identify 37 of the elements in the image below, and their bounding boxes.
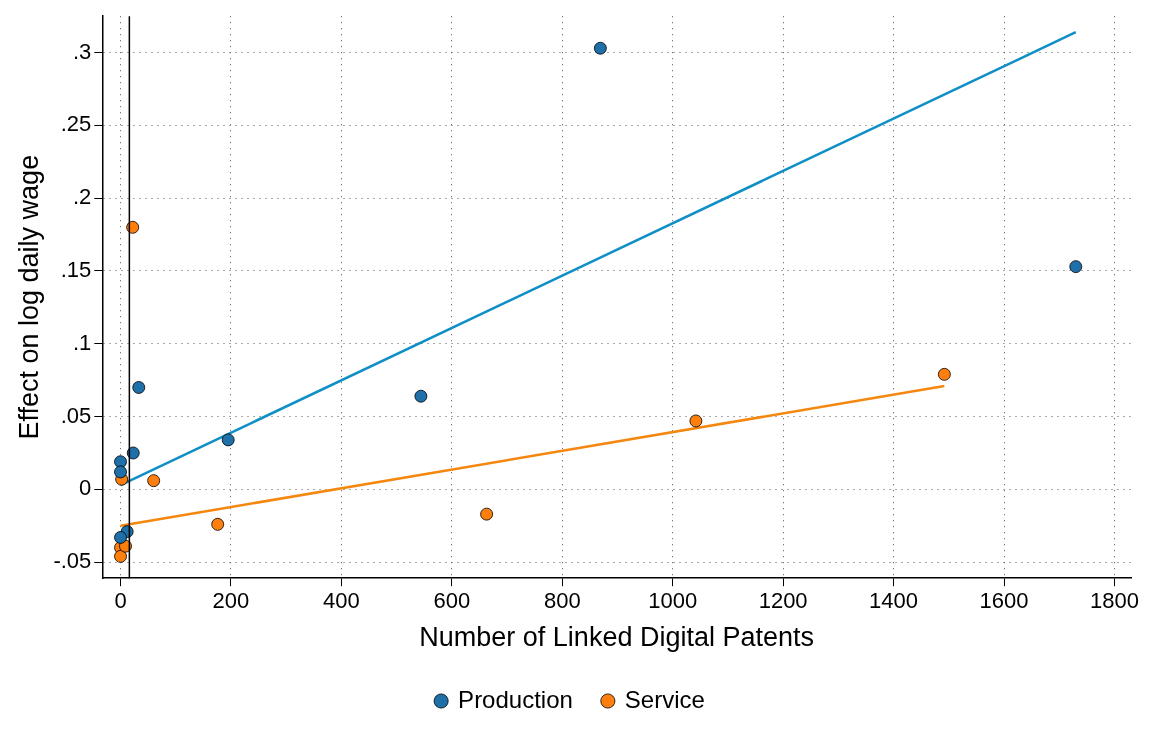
y-tick-label: 0 xyxy=(79,475,92,501)
y-tick-label: .25 xyxy=(60,111,92,137)
y-tick-label: .15 xyxy=(60,257,92,283)
point xyxy=(689,414,703,428)
point xyxy=(221,433,235,447)
y-tick-label: .05 xyxy=(60,402,92,428)
point xyxy=(593,41,607,55)
x-tick-label: 1800 xyxy=(1089,588,1139,614)
point xyxy=(414,389,428,403)
point xyxy=(211,517,225,531)
point xyxy=(114,549,127,563)
x-axis-title: Number of Linked Digital Patents xyxy=(419,622,815,653)
point xyxy=(1069,260,1083,274)
y-tick-label: .2 xyxy=(72,184,92,210)
y-tick-label: .3 xyxy=(72,38,92,64)
x-tick-label: 200 xyxy=(212,588,250,614)
point xyxy=(480,507,494,521)
x-tick-label: 1200 xyxy=(758,588,808,614)
legend-label: Production xyxy=(458,685,573,713)
legend-label: Service xyxy=(624,685,705,713)
x-tick-label: 1000 xyxy=(648,588,698,614)
x-tick-label: 600 xyxy=(433,588,471,614)
point xyxy=(114,531,127,544)
y-axis-title: Effect on log daily wage xyxy=(13,154,44,440)
point xyxy=(132,381,146,394)
x-tick-label: 1600 xyxy=(979,588,1029,614)
point xyxy=(114,465,127,479)
point xyxy=(126,446,140,460)
x-tick-label: 0 xyxy=(114,588,127,614)
y-tick-label: -.05 xyxy=(53,548,92,574)
point xyxy=(937,367,951,381)
point xyxy=(126,220,140,234)
y-tick-label: .1 xyxy=(72,329,92,355)
x-tick-label: 400 xyxy=(323,588,360,614)
x-tick-label: 1400 xyxy=(869,588,919,614)
point xyxy=(147,474,161,488)
x-tick-label: 800 xyxy=(543,588,581,614)
